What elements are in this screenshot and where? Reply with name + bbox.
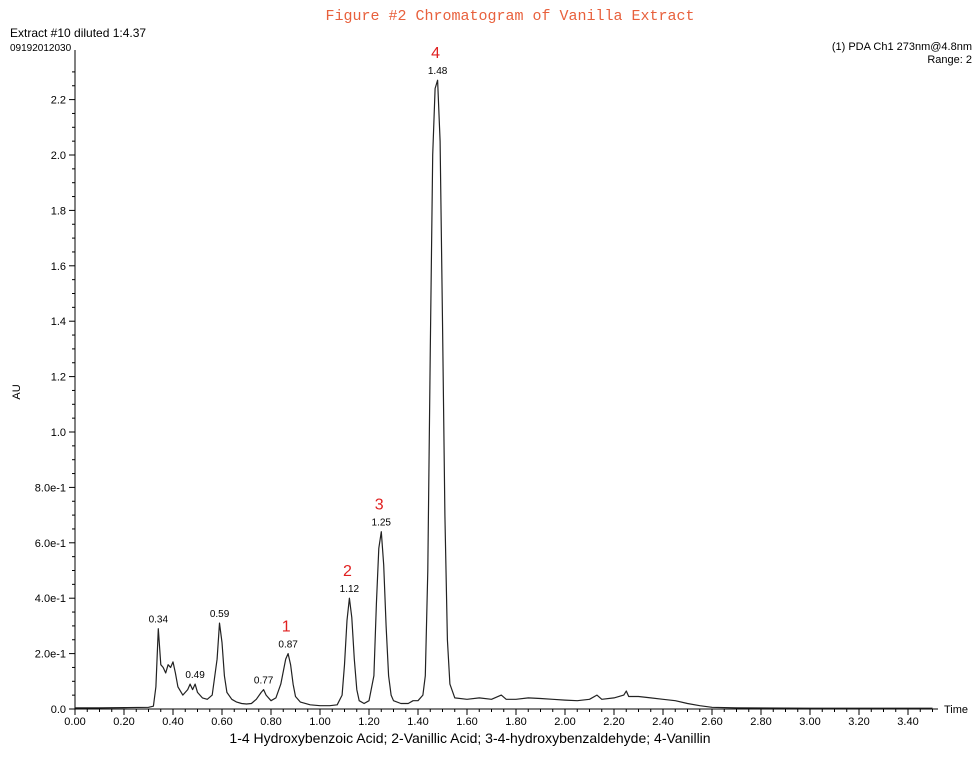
x-tick-label: 0.20 <box>113 716 134 728</box>
x-tick-label: 2.80 <box>750 716 771 728</box>
peak-number-label: 1 <box>282 619 291 636</box>
x-tick-label: 1.60 <box>456 716 477 728</box>
y-tick-label: 8.0e-1 <box>35 482 66 494</box>
x-tick-label: 1.80 <box>505 716 526 728</box>
x-tick-label: 3.20 <box>848 716 869 728</box>
peak-rt-label: 0.87 <box>278 640 298 651</box>
y-tick-label: 0.0 <box>51 704 66 716</box>
peak-rt-label: 0.34 <box>149 615 169 626</box>
peak-number-label: 2 <box>343 563 352 580</box>
x-tick-label: 2.20 <box>603 716 624 728</box>
sample-id: 09192012030 <box>10 43 72 54</box>
y-tick-label: 1.2 <box>51 372 66 384</box>
x-tick-label: 0.60 <box>211 716 232 728</box>
x-tick-label: 1.00 <box>309 716 330 728</box>
x-tick-label: 3.40 <box>897 716 918 728</box>
x-tick-label: 0.40 <box>162 716 183 728</box>
y-tick-label: 1.6 <box>51 261 66 273</box>
y-tick-label: 6.0e-1 <box>35 538 66 550</box>
peak-rt-label: 1.48 <box>428 66 448 77</box>
peak-rt-label: 1.12 <box>340 584 360 595</box>
peak-rt-label: 1.25 <box>372 518 392 529</box>
x-tick-label: 2.40 <box>652 716 673 728</box>
y-tick-label: 2.2 <box>51 95 66 107</box>
x-tick-label: 0.80 <box>260 716 281 728</box>
peak-rt-label: 0.59 <box>210 609 230 620</box>
range-label: Range: 2 <box>927 54 972 66</box>
x-tick-label: 1.20 <box>358 716 379 728</box>
x-tick-label: 1.40 <box>407 716 428 728</box>
chart-title: Figure #2 Chromatogram of Vanilla Extrac… <box>325 8 694 25</box>
peak-rt-label: 0.49 <box>185 670 205 681</box>
peak-number-label: 3 <box>375 497 384 514</box>
figure-caption: 1-4 Hydroxybenzoic Acid; 2-Vanillic Acid… <box>229 730 710 746</box>
sample-label: Extract #10 diluted 1:4.37 <box>10 26 146 40</box>
peak-number-label: 4 <box>431 45 440 62</box>
y-tick-label: 1.8 <box>51 205 66 217</box>
x-tick-label: 0.00 <box>64 716 85 728</box>
y-tick-label: 1.4 <box>51 316 66 328</box>
y-tick-label: 1.0 <box>51 427 66 439</box>
y-tick-label: 2.0 <box>51 150 66 162</box>
peak-rt-label: 0.77 <box>254 676 274 687</box>
chromatogram-trace <box>75 79 933 709</box>
x-tick-label: 2.60 <box>701 716 722 728</box>
y-axis-label: AU <box>11 384 23 399</box>
x-axis-label: Time <box>944 704 968 716</box>
x-tick-label: 2.00 <box>554 716 575 728</box>
y-tick-label: 2.0e-1 <box>35 649 66 661</box>
y-tick-label: 4.0e-1 <box>35 593 66 605</box>
detector-label: (1) PDA Ch1 273nm@4.8nm <box>832 41 972 53</box>
x-tick-label: 3.00 <box>799 716 820 728</box>
